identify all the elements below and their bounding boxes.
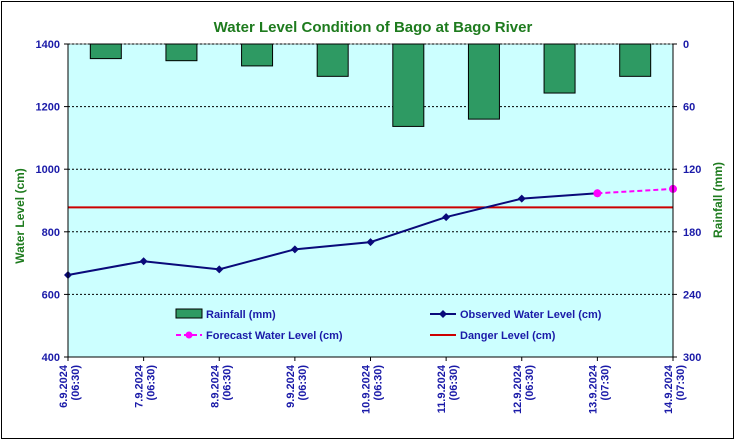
forecast-water-level-line [597, 187, 674, 195]
x-tick-label-date: 14.9.2024 [663, 364, 675, 414]
legend-item: Danger Level (cm) [430, 330, 556, 342]
legend-marker-forecast [185, 331, 193, 339]
observed-water-level-line [67, 192, 598, 276]
x-tick-label-date: 6.9.2024 [58, 364, 70, 408]
x-tick-label-date: 8.9.2024 [209, 364, 221, 408]
observed-point [290, 245, 299, 254]
legend: Rainfall (mm) Observed Water Level (cm) Fo… [175, 308, 602, 342]
x-tick-label-date: 10.9.2024 [361, 364, 373, 414]
legend-marker-observed [439, 310, 447, 318]
y-tick-label-left: 1400 [36, 39, 60, 51]
legend-item: Observed Water Level (cm) [430, 309, 602, 321]
x-tick-label-time: (06:30) [297, 365, 309, 401]
observed-point [215, 265, 224, 274]
x-tick-label-time: (06:30) [524, 365, 536, 401]
y-tick-label-right: 180 [683, 227, 701, 239]
y-tick-label-right: 0 [683, 39, 689, 51]
y-tick-label-right: 300 [683, 352, 701, 364]
rainfall-bar [392, 43, 425, 127]
x-tick-label-time: (07:30) [599, 365, 611, 401]
rainfall-bar [467, 43, 500, 120]
y-axis-label-left: Water Level (cm) [13, 168, 27, 264]
chart-title: Water Level Condition of Bago at Bago Ri… [214, 19, 533, 36]
x-tick-label-time: (06:30) [221, 365, 233, 401]
rainfall-bar [619, 43, 652, 77]
y-tick-label-left: 600 [42, 289, 60, 301]
y-tick-label-left: 1200 [36, 102, 60, 114]
y-axis-label-right: Rainfall (mm) [711, 162, 725, 238]
legend-label: Observed Water Level (cm) [460, 309, 602, 321]
y-tick-label-left: 800 [42, 227, 60, 239]
x-tick-label-date: 7.9.2024 [134, 364, 146, 408]
x-tick-label-date: 9.9.2024 [285, 364, 297, 408]
y-tick-label-right: 60 [683, 102, 695, 114]
y-tick-label-right: 240 [683, 289, 701, 301]
legend-item: Rainfall (mm) [175, 308, 276, 321]
x-tick-label-date: 13.9.2024 [587, 364, 599, 414]
x-tick-label-date: 12.9.2024 [512, 364, 524, 414]
rainfall-bars [89, 43, 652, 127]
x-tick-label-time: (06:30) [70, 365, 82, 401]
y-tick-label-left: 1000 [36, 164, 60, 176]
rainfall-bar [316, 43, 349, 77]
rainfall-bar [543, 43, 576, 94]
x-tick-label-date: 11.9.2024 [436, 364, 448, 413]
rainfall-bar [89, 43, 122, 60]
legend-item: Forecast Water Level (cm) [176, 330, 343, 342]
observed-point [442, 213, 451, 222]
x-tick-label-time: (07:30) [675, 365, 687, 401]
forecast-point [593, 189, 602, 198]
legend-label: Forecast Water Level (cm) [206, 330, 343, 342]
observed-point [517, 194, 526, 203]
legend-swatch-rainfall [175, 308, 203, 319]
x-tick-label-time: (06:30) [373, 365, 385, 401]
x-tick-label-time: (06:30) [448, 365, 460, 401]
y-tick-label-left: 400 [42, 352, 60, 364]
observed-point [139, 257, 148, 266]
axes: 400 600 800 1000 1200 1400 0 60 120 180 240 300 6.9.… [36, 39, 702, 414]
legend-label: Rainfall (mm) [206, 309, 276, 321]
x-tick-label-time: (06:30) [146, 365, 158, 401]
rainfall-bar [165, 43, 198, 62]
rainfall-bar [241, 43, 274, 67]
y-tick-label-right: 120 [683, 164, 701, 176]
legend-label: Danger Level (cm) [460, 330, 556, 342]
plot-area [67, 43, 674, 358]
observed-point [366, 238, 375, 247]
